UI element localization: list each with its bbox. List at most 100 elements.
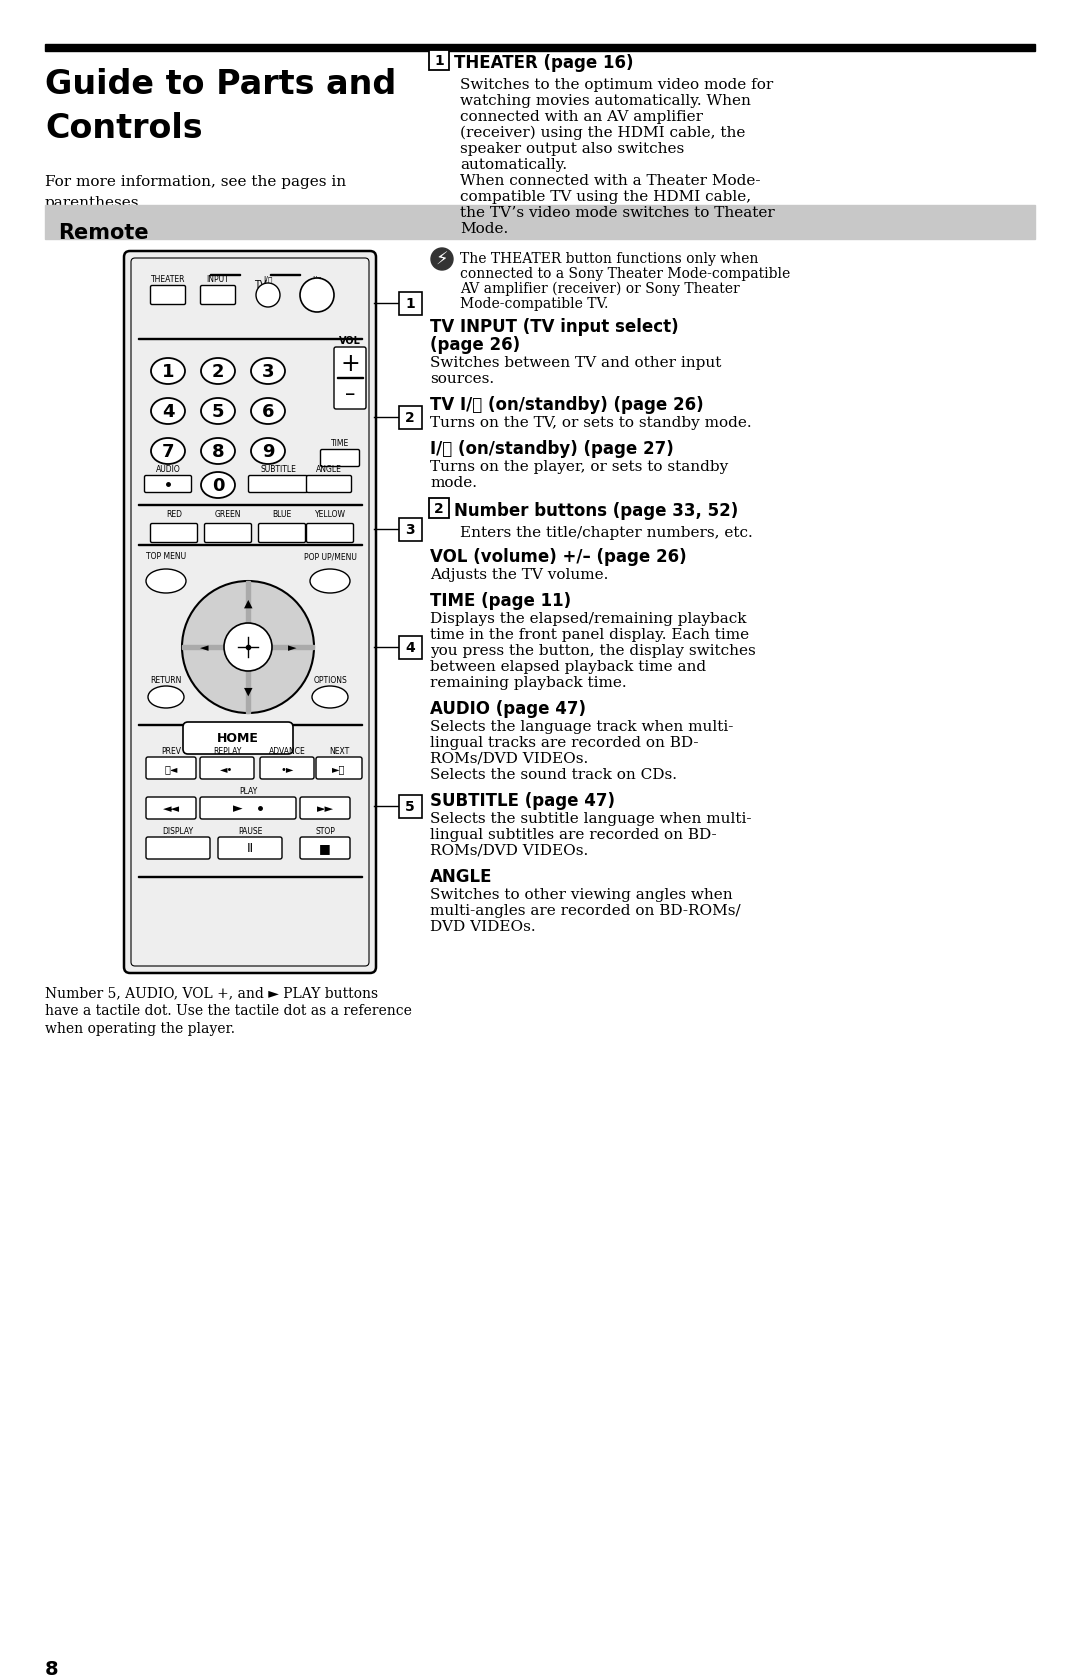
Text: TIME (page 11): TIME (page 11)	[430, 591, 571, 610]
FancyBboxPatch shape	[300, 838, 350, 860]
Text: Ⅱ: Ⅱ	[247, 842, 253, 855]
Text: the TV’s video mode switches to Theater: the TV’s video mode switches to Theater	[460, 207, 774, 220]
Bar	[183, 645, 314, 650]
Ellipse shape	[251, 438, 285, 465]
Text: connected with an AV amplifier: connected with an AV amplifier	[460, 109, 703, 124]
Text: INPUT: INPUT	[206, 276, 229, 284]
FancyBboxPatch shape	[321, 450, 360, 467]
Text: compatible TV using the HDMI cable,: compatible TV using the HDMI cable,	[460, 190, 751, 203]
Text: RETURN: RETURN	[150, 675, 181, 684]
Text: Adjusts the TV volume.: Adjusts the TV volume.	[430, 568, 608, 581]
Text: DISPLAY: DISPLAY	[162, 827, 193, 835]
Text: ►⏭: ►⏭	[333, 763, 346, 773]
Text: BLUE: BLUE	[272, 509, 292, 519]
Text: SUBTITLE (page 47): SUBTITLE (page 47)	[430, 791, 615, 810]
Text: TV INPUT (TV input select): TV INPUT (TV input select)	[430, 318, 678, 336]
Text: YELLOW: YELLOW	[314, 509, 346, 519]
Text: When connected with a Theater Mode-: When connected with a Theater Mode-	[460, 175, 760, 188]
Text: ROMs/DVD VIDEOs.: ROMs/DVD VIDEOs.	[430, 751, 589, 766]
Text: Remote: Remote	[58, 223, 149, 244]
FancyBboxPatch shape	[399, 517, 421, 541]
Text: •►: •►	[281, 763, 294, 773]
Text: For more information, see the pages in: For more information, see the pages in	[45, 175, 346, 188]
Text: DVD VIDEOs.: DVD VIDEOs.	[430, 919, 536, 934]
Ellipse shape	[148, 687, 184, 709]
Text: 4: 4	[405, 640, 415, 655]
Text: Selects the subtitle language when multi-: Selects the subtitle language when multi…	[430, 811, 752, 825]
Text: Mode.: Mode.	[460, 222, 509, 235]
Text: THEATER (page 16): THEATER (page 16)	[454, 54, 634, 72]
Text: AV amplifier (receiver) or Sony Theater: AV amplifier (receiver) or Sony Theater	[460, 282, 740, 296]
Text: ⚡: ⚡	[435, 250, 448, 269]
FancyBboxPatch shape	[218, 838, 282, 860]
Text: 1: 1	[405, 297, 415, 311]
Text: Number 5, AUDIO, VOL +, and ► PLAY buttons: Number 5, AUDIO, VOL +, and ► PLAY butto…	[45, 986, 378, 1000]
Text: The THEATER button functions only when: The THEATER button functions only when	[460, 252, 758, 265]
Text: THEATER: THEATER	[151, 276, 186, 284]
FancyBboxPatch shape	[146, 838, 210, 860]
FancyBboxPatch shape	[399, 795, 421, 818]
Ellipse shape	[201, 438, 235, 465]
FancyBboxPatch shape	[200, 758, 254, 780]
Circle shape	[224, 623, 272, 672]
Ellipse shape	[151, 398, 185, 425]
Text: Mode-compatible TV.: Mode-compatible TV.	[460, 297, 608, 311]
Ellipse shape	[201, 360, 235, 385]
Text: TIME: TIME	[330, 438, 349, 449]
FancyBboxPatch shape	[204, 524, 252, 543]
Text: Displays the elapsed/remaining playback: Displays the elapsed/remaining playback	[430, 612, 746, 625]
Text: between elapsed playback time and: between elapsed playback time and	[430, 660, 706, 674]
FancyBboxPatch shape	[146, 758, 195, 780]
Text: VOL (volume) +/– (page 26): VOL (volume) +/– (page 26)	[430, 548, 687, 566]
Text: lingual tracks are recorded on BD-: lingual tracks are recorded on BD-	[430, 736, 699, 749]
FancyBboxPatch shape	[183, 722, 293, 754]
Circle shape	[300, 279, 334, 312]
FancyBboxPatch shape	[399, 292, 421, 316]
Text: Turns on the TV, or sets to standby mode.: Turns on the TV, or sets to standby mode…	[430, 415, 752, 430]
Text: Switches to the optimum video mode for: Switches to the optimum video mode for	[460, 77, 773, 92]
Text: AUDIO (page 47): AUDIO (page 47)	[430, 699, 586, 717]
Text: multi-angles are recorded on BD-ROMs/: multi-angles are recorded on BD-ROMs/	[430, 904, 741, 917]
Text: NEXT: NEXT	[329, 746, 349, 756]
Text: RED: RED	[166, 509, 183, 519]
Text: TV: TV	[254, 281, 267, 291]
Text: 2: 2	[405, 410, 415, 425]
Text: GREEN: GREEN	[215, 509, 241, 519]
FancyBboxPatch shape	[124, 252, 376, 973]
Text: I/⏻: I/⏻	[312, 276, 322, 284]
FancyBboxPatch shape	[334, 348, 366, 410]
Text: 3: 3	[405, 522, 415, 536]
Text: 3: 3	[261, 363, 274, 381]
Text: 2: 2	[434, 502, 444, 516]
Text: watching movies automatically. When: watching movies automatically. When	[460, 94, 751, 108]
FancyBboxPatch shape	[307, 524, 353, 543]
Text: ▲: ▲	[244, 598, 253, 608]
Text: 2: 2	[212, 363, 225, 381]
Ellipse shape	[312, 687, 348, 709]
Text: (receiver) using the HDMI cable, the: (receiver) using the HDMI cable, the	[460, 126, 745, 141]
Text: mode.: mode.	[430, 475, 477, 489]
Text: VOL: VOL	[339, 336, 361, 346]
FancyBboxPatch shape	[200, 798, 296, 820]
Text: ADVANCE: ADVANCE	[269, 746, 306, 756]
Text: Switches between TV and other input: Switches between TV and other input	[430, 356, 721, 370]
Text: ANGLE: ANGLE	[430, 867, 492, 885]
Text: ANGLE: ANGLE	[316, 465, 342, 474]
Text: ⏮◄: ⏮◄	[164, 763, 178, 773]
Ellipse shape	[151, 438, 185, 465]
Text: TOP MENU: TOP MENU	[146, 551, 186, 561]
Text: Guide to Parts and: Guide to Parts and	[45, 67, 396, 101]
Text: automatically.: automatically.	[460, 158, 567, 171]
Text: have a tactile dot. Use the tactile dot as a reference: have a tactile dot. Use the tactile dot …	[45, 1003, 411, 1018]
Text: connected to a Sony Theater Mode-compatible: connected to a Sony Theater Mode-compati…	[460, 267, 791, 281]
Text: Switches to other viewing angles when: Switches to other viewing angles when	[430, 887, 732, 902]
Ellipse shape	[146, 570, 186, 593]
Text: 5: 5	[212, 403, 225, 420]
Text: 1: 1	[434, 54, 444, 67]
Ellipse shape	[251, 398, 285, 425]
Text: REPLAY: REPLAY	[213, 746, 241, 756]
Circle shape	[431, 249, 453, 270]
Text: I/⏻ (on/standby) (page 27): I/⏻ (on/standby) (page 27)	[430, 440, 674, 457]
FancyBboxPatch shape	[145, 475, 191, 494]
Text: ▼: ▼	[244, 687, 253, 697]
